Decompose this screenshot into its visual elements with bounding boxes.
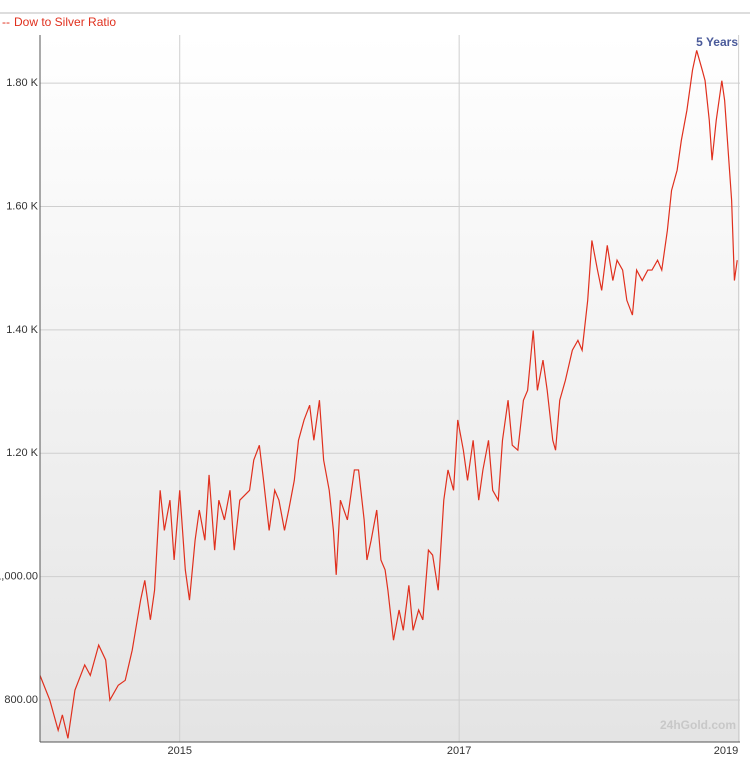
y-tick-label: 1.40 K xyxy=(6,324,38,336)
y-tick-label: 1.20 K xyxy=(6,447,38,459)
data-line xyxy=(39,50,738,739)
legend-dash: -- xyxy=(2,15,10,29)
y-tick-label: 1.60 K xyxy=(6,200,38,212)
legend-entry: Dow to Silver Ratio xyxy=(14,15,116,29)
range-label: 5 Years xyxy=(696,35,738,49)
x-tick-label: 2015 xyxy=(167,745,191,757)
y-tick-label: 800.00 xyxy=(4,694,38,706)
plot-area xyxy=(40,35,740,742)
x-tick-label: 2019 xyxy=(714,745,738,757)
watermark: 24hGold.com xyxy=(660,718,736,732)
y-tick-label: 1,000.00 xyxy=(0,571,38,583)
x-tick-label: 2017 xyxy=(447,745,471,757)
y-tick-label: 1.80 K xyxy=(6,77,38,89)
